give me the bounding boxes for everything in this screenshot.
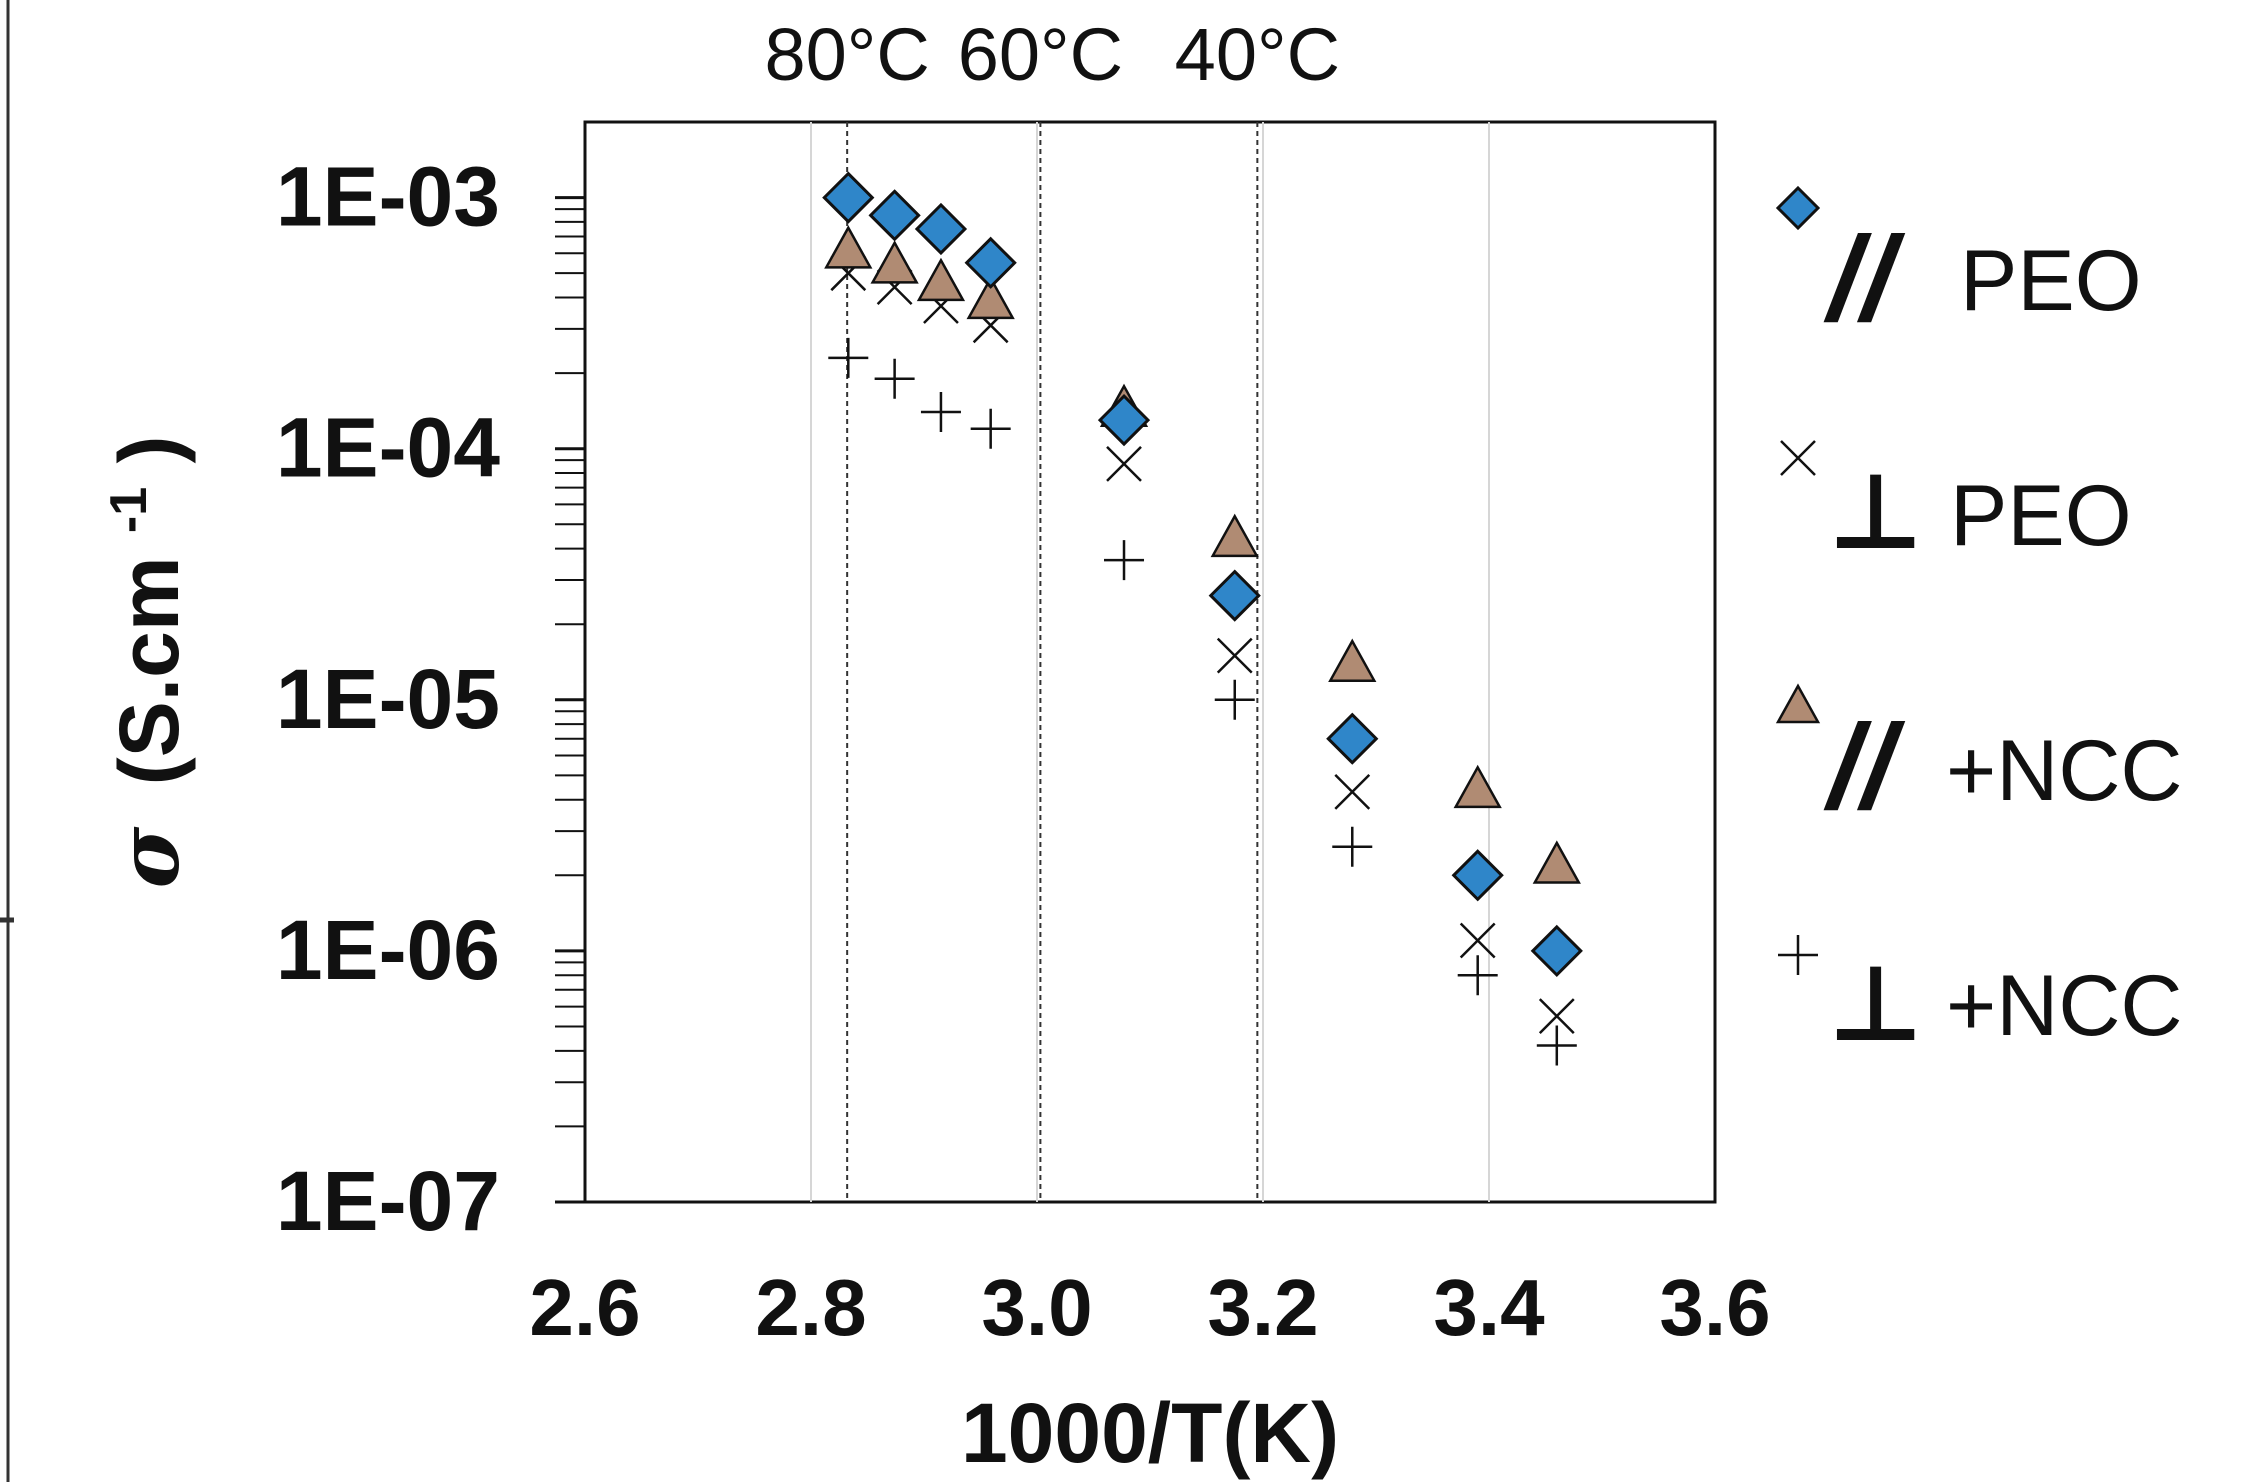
y-tick-label: 1E-04 (276, 401, 500, 495)
legend-label: PEO (1950, 468, 2132, 564)
legend-label: PEO (1960, 233, 2142, 329)
y-tick-label: 1E-07 (276, 1154, 500, 1248)
plot-area (583, 120, 1717, 1204)
y-axis-title: σ (S.cm -1 ) (70, 436, 198, 889)
y-axis-unit-close: ) (102, 436, 196, 464)
marker-plus (1457, 955, 1498, 996)
marker-plus (874, 358, 915, 399)
marker-triangle (1453, 764, 1502, 809)
marker-x (1459, 922, 1496, 959)
temperature-label: 60°C (958, 13, 1123, 96)
legend-symbol: // (1823, 212, 1905, 346)
marker-triangle (966, 275, 1015, 320)
marker-diamond (1097, 393, 1151, 447)
y-tick-label: 1E-05 (276, 652, 500, 746)
x-tick-label: 2.6 (529, 1263, 640, 1352)
marker-triangle (1328, 638, 1377, 682)
legend-symbol: // (1823, 700, 1905, 834)
x-tick-label: 3.2 (1207, 1263, 1318, 1352)
x-axis-title: 1000/T(K) (961, 1386, 1339, 1480)
legend-item: ⊥ PEO (1780, 440, 2132, 573)
marker-x (1334, 773, 1371, 810)
marker-diamond (868, 189, 921, 242)
marker-triangle (1210, 513, 1259, 558)
legend-symbol: ⊥ (1828, 451, 1923, 573)
marker-plus (1536, 1025, 1577, 1066)
marker-diamond (964, 236, 1017, 289)
marker-diamond (1530, 924, 1583, 978)
marker-plus (970, 408, 1011, 449)
temperature-label: 80°C (764, 13, 929, 96)
legend-item: // +NCC (1775, 683, 2183, 834)
x-tick-label: 3.6 (1659, 1263, 1770, 1352)
marker-diamond (914, 202, 968, 256)
marker-triangle (824, 225, 873, 269)
x-tick-label: 2.8 (755, 1263, 866, 1352)
data-points (822, 171, 1583, 1066)
legend: //PEO⊥ PEO//+NCC⊥ +NCC (1775, 185, 2183, 1065)
y-axis-title-text: σ (S.cm -1 ) (70, 436, 198, 889)
legend-symbol: ⊥ (1828, 943, 1923, 1065)
marker-plus (1332, 826, 1373, 867)
series-0 (822, 171, 1583, 978)
y-axis-unit: (S.cm (102, 556, 196, 785)
legend-label: +NCC (1946, 958, 2183, 1054)
y-axis-symbol: σ (99, 826, 198, 888)
marker-diamond (1775, 185, 1821, 231)
y-tick-label: 1E-06 (276, 903, 500, 997)
legend-label: +NCC (1946, 723, 2183, 819)
vertical-gridlines (810, 122, 1490, 1202)
marker-x (1106, 445, 1142, 482)
x-tick-label: 3.0 (981, 1263, 1092, 1352)
marker-plus (1104, 540, 1145, 581)
marker-plus (920, 391, 961, 432)
x-tick-label: 3.4 (1433, 1263, 1545, 1352)
marker-triangle (916, 257, 966, 302)
marker-x (1780, 440, 1816, 476)
temperature-markers: 80°C 60°C 40°C (764, 13, 1340, 1202)
series-1 (830, 255, 1575, 1034)
marker-triangle (1532, 840, 1581, 884)
marker-plus (828, 337, 869, 378)
marker-triangle (1775, 683, 1821, 724)
y-axis-unit-exponent: -1 (100, 487, 158, 533)
legend-item: // PEO (1775, 185, 2142, 346)
marker-diamond (1326, 712, 1379, 765)
marker-diamond (1451, 849, 1504, 902)
series-3 (828, 337, 1577, 1066)
marker-x (1216, 637, 1253, 674)
marker-triangle (870, 240, 919, 284)
marker-plus (1778, 935, 1818, 975)
marker-plus (1214, 679, 1255, 720)
legend-item: ⊥ +NCC (1778, 935, 2183, 1065)
marker-diamond (822, 171, 875, 224)
marker-x (1538, 998, 1575, 1034)
axes: 2.6 2.8 3.0 3.2 3.4 3.6 1E-03 1E-04 1E-05 1E-06 1E… (276, 150, 1771, 1352)
temperature-label: 40°C (1175, 13, 1340, 96)
y-tick-label: 1E-03 (276, 150, 500, 244)
marker-diamond (1208, 569, 1261, 622)
